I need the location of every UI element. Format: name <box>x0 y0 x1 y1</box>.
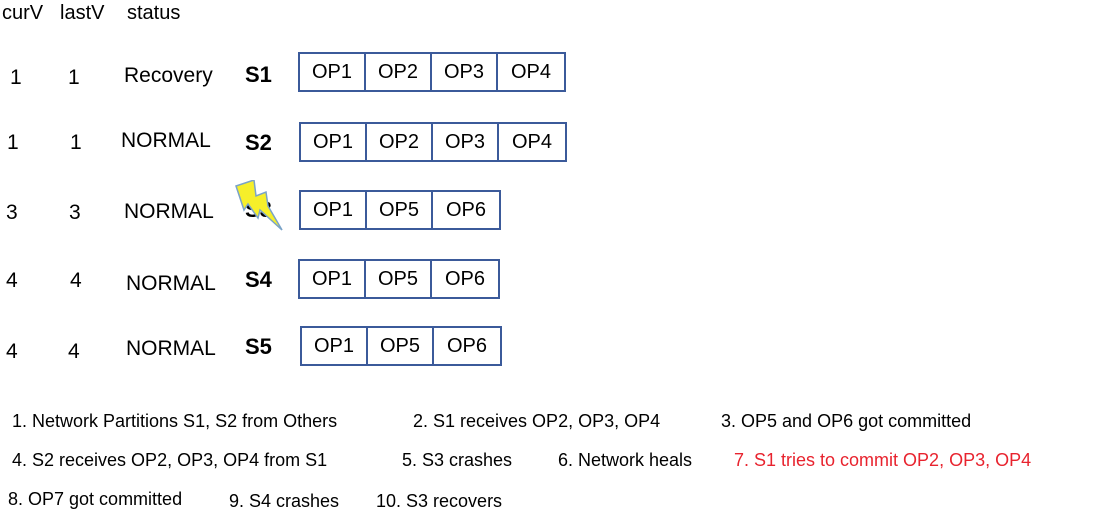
s4-curv: 4 <box>6 269 18 292</box>
header-lastv: lastV <box>60 2 105 24</box>
op-cell: OP2 <box>367 124 433 160</box>
op-cell: OP1 <box>301 192 367 228</box>
s1-op-log: OP1 OP2 OP3 OP4 <box>298 52 566 92</box>
s1-lastv: 1 <box>68 66 80 89</box>
header-curv: curV <box>2 2 44 24</box>
op-cell: OP1 <box>301 124 367 160</box>
s1-curv: 1 <box>10 66 22 89</box>
s5-server-label: S5 <box>245 334 272 359</box>
event-note: 10. S3 recovers <box>376 491 503 511</box>
op-cell: OP1 <box>300 261 366 297</box>
s5-lastv: 4 <box>68 340 80 363</box>
s3-op-log: OP1 OP5 OP6 <box>299 190 501 230</box>
op-cell: OP6 <box>446 334 488 357</box>
s2-server-label: S2 <box>245 130 272 155</box>
s2-op-log: OP1 OP2 OP3 OP4 <box>299 122 567 162</box>
event-note: 5. S3 crashes <box>402 450 513 470</box>
header-status: status <box>127 2 181 24</box>
s3-status: NORMAL <box>124 200 214 223</box>
op-cell: OP4 <box>510 60 552 83</box>
s4-op-log: OP1 OP5 OP6 <box>298 259 500 299</box>
op-cell: OP5 <box>366 261 432 297</box>
op-cell: OP5 <box>368 328 434 364</box>
op-cell: OP6 <box>444 267 486 290</box>
op-cell: OP4 <box>511 130 553 153</box>
s2-curv: 1 <box>7 131 19 154</box>
op-cell: OP1 <box>300 54 366 90</box>
s1-status: Recovery <box>124 64 213 87</box>
op-cell: OP3 <box>433 124 499 160</box>
event-note: 8. OP7 got committed <box>8 489 183 509</box>
event-note: 2. S1 receives OP2, OP3, OP4 <box>413 411 661 431</box>
lightning-bolt-icon <box>235 180 283 231</box>
op-cell: OP5 <box>367 192 433 228</box>
s5-status: NORMAL <box>126 337 216 360</box>
s2-status: NORMAL <box>121 129 211 152</box>
s1-server-label: S1 <box>245 62 272 87</box>
s5-curv: 4 <box>6 340 18 363</box>
s5-op-log: OP1 OP5 OP6 <box>300 326 502 366</box>
op-cell: OP1 <box>302 328 368 364</box>
event-note: 6. Network heals <box>558 450 693 470</box>
s4-lastv: 4 <box>70 269 82 292</box>
s4-server-label: S4 <box>245 267 272 292</box>
event-note: 9. S4 crashes <box>229 491 340 511</box>
s3-lastv: 3 <box>69 201 81 224</box>
s4-status: NORMAL <box>126 272 216 295</box>
op-cell: OP3 <box>432 54 498 90</box>
s3-curv: 3 <box>6 201 18 224</box>
op-cell: OP6 <box>445 198 487 221</box>
event-note: 1. Network Partitions S1, S2 from Others <box>12 411 338 431</box>
event-note: 3. OP5 and OP6 got committed <box>721 411 972 431</box>
event-note: 4. S2 receives OP2, OP3, OP4 from S1 <box>12 450 328 470</box>
op-cell: OP2 <box>366 54 432 90</box>
s2-lastv: 1 <box>70 131 82 154</box>
event-note-highlighted: 7. S1 tries to commit OP2, OP3, OP4 <box>734 450 1032 470</box>
